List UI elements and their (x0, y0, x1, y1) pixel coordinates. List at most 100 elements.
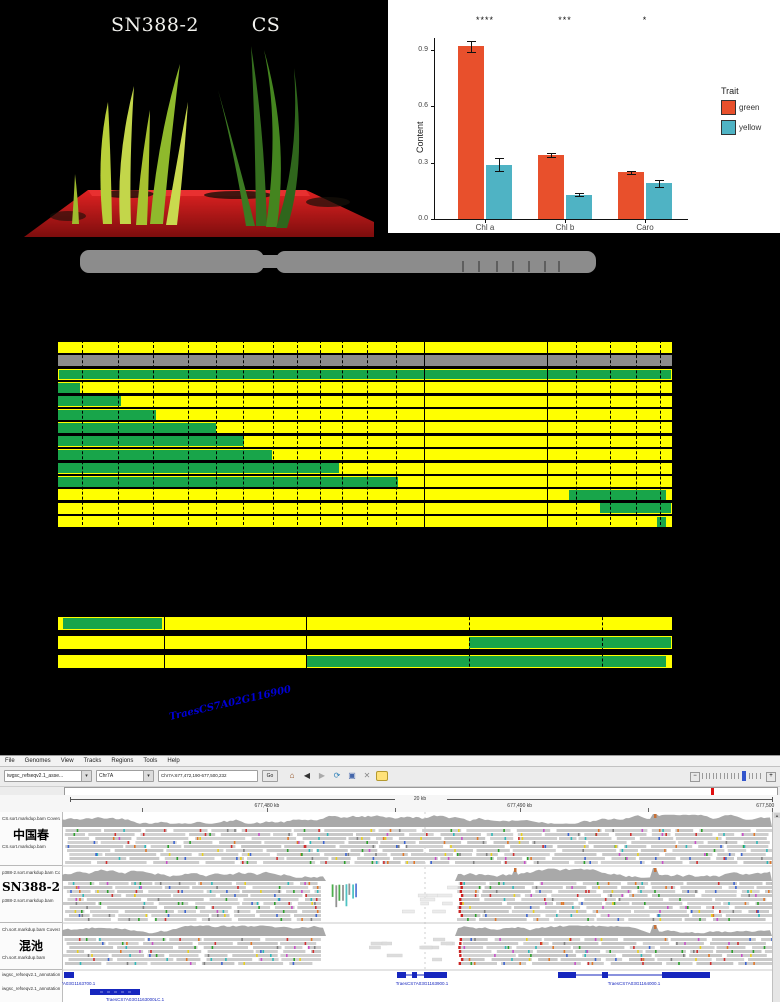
menu-regions[interactable]: Regions (111, 758, 133, 764)
error-cap-top (467, 41, 476, 42)
tooltip-bubble-icon[interactable] (376, 771, 388, 781)
vertical-scrollbar[interactable]: ▲ (772, 812, 780, 1002)
y-tick-mark (431, 219, 434, 220)
hc-annotation-label: iwgsc_refseqv2.1_annotation_2016_HC.gff3 (2, 972, 60, 977)
x-axis (434, 219, 688, 220)
menu-tools[interactable]: Tools (143, 758, 157, 764)
track-2 (62, 925, 772, 965)
legend-swatch-green (721, 100, 736, 115)
zoom-out-button[interactable]: − (690, 772, 700, 782)
legend-label-yellow: yellow (739, 123, 761, 132)
ideogram-marker-tick (478, 261, 480, 272)
seedling-photo-panel: SN388-2 CS (8, 6, 380, 238)
alignment-panel[interactable]: TraesCS7A03G1163700.1TraesCS7A03G1163900… (62, 812, 772, 1002)
region-tool-icon[interactable]: ▣ (346, 769, 358, 782)
mapping2-row-0 (58, 617, 672, 630)
mapping-row-2 (58, 369, 672, 380)
mapping-row-0 (58, 342, 672, 353)
marker-line-dashed (243, 340, 244, 530)
scroll-up-arrow[interactable]: ▲ (774, 813, 780, 818)
genome-select[interactable]: iwgsc_refseqv2.1_asse...▾ (4, 770, 92, 782)
genome-select-dropdown-arrow[interactable]: ▾ (81, 771, 91, 781)
x-tick-mark (645, 220, 646, 223)
zoom-tick (706, 773, 707, 779)
green-segment (306, 656, 666, 667)
zoom-in-button[interactable]: + (766, 772, 776, 782)
marker-line-dashed (118, 340, 119, 530)
y-tick-label: 0.0 (408, 215, 428, 222)
y-tick-label: 0.3 (408, 159, 428, 166)
significance-stars: * (615, 15, 675, 25)
legend-swatch-yellow (721, 120, 736, 135)
scale-label: 20 kb (398, 796, 442, 802)
refresh-icon[interactable]: ⟳ (331, 769, 343, 782)
forward-icon[interactable]: ▶ (316, 769, 328, 782)
back-icon[interactable]: ◀ (301, 769, 313, 782)
zoom-tick (738, 773, 739, 779)
chromosome-select-dropdown-arrow[interactable]: ▾ (143, 771, 153, 781)
bar-yellow-chl-b (566, 195, 592, 219)
sample-name[interactable]: 混池 (0, 937, 62, 954)
error-cap-top (495, 158, 504, 159)
chromosome-select[interactable]: Chr7A▾ (96, 770, 154, 782)
gene-name-label: TraesCS7A03G1163000LC.1 (106, 997, 165, 1002)
x-category-label: Chl a (460, 223, 510, 232)
sample-name[interactable]: SN388-2 (0, 880, 62, 894)
error-cap-bottom (575, 196, 584, 197)
ideogram-marker-tick (558, 261, 560, 272)
significance-stars: *** (535, 15, 595, 25)
green-segment (58, 450, 272, 460)
y-tick-label: 0.9 (408, 46, 428, 53)
igv-window: File Genomes View Tracks Regions Tools Help iw… (0, 755, 780, 1002)
significance-stars: **** (455, 15, 515, 25)
menu-file[interactable]: File (5, 758, 15, 764)
ideogram-marker-tick (462, 261, 464, 272)
green-segment (569, 490, 666, 500)
marker-line-dashed (576, 340, 577, 530)
x-tick-mark (565, 220, 566, 223)
marker-line-dashed (320, 340, 321, 530)
marker-line-dashed (610, 340, 611, 530)
zoom-tick (749, 773, 750, 779)
coverage-track-label: Ch.sort.markdup.bam Coverage (2, 927, 60, 932)
mapping-row-10 (58, 476, 672, 487)
sample-name[interactable]: 中国春 (0, 826, 62, 843)
mapping-row-6 (58, 422, 672, 433)
zoom-tick (702, 773, 703, 779)
marker-line-dashed (216, 340, 217, 530)
menu-genomes[interactable]: Genomes (25, 758, 51, 764)
zoom-tick (720, 773, 721, 779)
mapping2-row-1 (58, 636, 672, 649)
error-cap-top (575, 193, 584, 194)
green-segment (58, 383, 80, 393)
gene-annotation-track: TraesCS7A03G1163700.1TraesCS7A03G1163900… (62, 972, 710, 1002)
marker-line-dashed (153, 340, 154, 530)
gene-name-label: TraesCS7A03G1163700.1 (62, 981, 96, 986)
marker-line-dashed (636, 340, 637, 530)
locus-input[interactable]: Chr7A:677,472,190-677,500,232 (158, 770, 258, 782)
go-button[interactable]: Go (262, 770, 278, 782)
scale-line-right (447, 799, 773, 800)
mapping-row-1 (58, 355, 672, 366)
menu-tracks[interactable]: Tracks (84, 758, 102, 764)
scale-cap-left (70, 797, 71, 802)
menu-help[interactable]: Help (167, 758, 179, 764)
error-cap-top (627, 171, 636, 172)
reads-track-label: p388-2.sort.markdup.bam (2, 898, 60, 903)
marker-line-dashed (188, 340, 189, 530)
track-0 (62, 814, 772, 864)
green-segment (469, 637, 671, 648)
error-cap-bottom (655, 187, 664, 188)
marker-line-dashed (602, 612, 603, 677)
reads-1 (63, 882, 772, 921)
sidebar-section-0: CS.sort.markdup.bam Coverage中国春CS.sort.m… (0, 812, 62, 866)
menu-view[interactable]: View (61, 758, 74, 764)
resize-icon[interactable]: ✕ (361, 769, 373, 782)
home-icon[interactable]: ⌂ (286, 769, 298, 782)
zoom-slider-handle[interactable] (742, 771, 746, 781)
mapping-row-5 (58, 409, 672, 420)
reads-0 (65, 829, 772, 864)
mapping-row-8 (58, 449, 672, 460)
